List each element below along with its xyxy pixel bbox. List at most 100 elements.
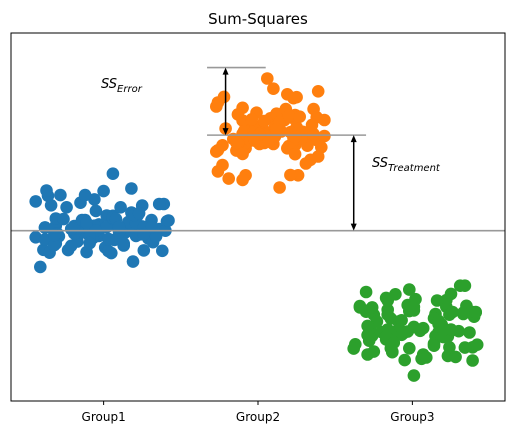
point-group2-45 [222, 172, 235, 185]
point-group2-98 [287, 91, 300, 105]
point-group3-90 [387, 336, 401, 350]
point-group1-60 [34, 260, 47, 274]
point-group3-95 [463, 326, 476, 339]
point-group1-30 [106, 167, 120, 180]
ss-arrows [222, 67, 357, 231]
point-group2-58 [267, 82, 280, 95]
point-group2-43 [311, 85, 325, 98]
point-group3-23 [458, 341, 472, 354]
point-group3-61 [470, 338, 484, 352]
point-group1-25 [44, 199, 58, 212]
point-group2-84 [270, 122, 283, 136]
point-group3-77 [413, 324, 427, 338]
point-group3-46 [403, 283, 416, 296]
point-group1-74 [102, 232, 115, 246]
point-group2-36 [211, 165, 225, 178]
point-group3-91 [466, 354, 479, 367]
x-tick-label-2: Group2 [236, 410, 280, 424]
point-group1-86 [80, 216, 93, 230]
point-group3-54 [359, 285, 373, 299]
reference-lines [11, 66, 505, 232]
point-group3-78 [457, 307, 470, 321]
ss-treatment-arrow-head-bottom [350, 223, 357, 231]
point-group2-91 [311, 150, 325, 163]
point-group2-93 [293, 110, 307, 123]
point-group3-97 [427, 339, 441, 353]
point-group2-65 [262, 135, 276, 148]
ss-error-arrow-head-bottom [222, 128, 229, 136]
ss-error-arrow-head-top [222, 67, 229, 75]
ss-treatment-arrow-head-top [350, 135, 357, 143]
point-group3-84 [449, 350, 462, 364]
point-group2-52 [257, 114, 271, 128]
ss-error-arrow [222, 67, 229, 136]
point-group2-97 [288, 130, 302, 144]
point-group3-87 [469, 306, 483, 319]
point-group1-94 [47, 228, 61, 242]
point-group2-99 [245, 113, 259, 126]
ss-treatment-label: SSTreatment [372, 156, 441, 174]
point-group3-20 [444, 287, 458, 301]
point-group3-67 [386, 345, 399, 359]
point-group2-82 [211, 144, 225, 157]
point-group1-27 [60, 201, 73, 214]
point-group1-19 [125, 182, 138, 195]
point-group3-42 [403, 342, 416, 355]
point-group1-84 [64, 222, 78, 236]
point-group1-44 [114, 201, 127, 214]
point-group3-89 [407, 300, 421, 314]
ss-annotations: SSError SSTreatment [101, 77, 441, 174]
point-group2-71 [273, 181, 286, 194]
point-group2-80 [318, 113, 331, 127]
point-group1-61 [40, 184, 53, 197]
point-group2-75 [231, 108, 245, 121]
point-group3-65 [446, 305, 459, 319]
point-group3-94 [361, 328, 374, 342]
x-tick-label-3: Group3 [390, 410, 434, 424]
point-group3-30 [430, 294, 444, 307]
point-group1-79 [132, 206, 146, 220]
point-group3-82 [395, 314, 408, 327]
ss-error-label: SSError [101, 77, 143, 95]
point-group1-97 [117, 237, 130, 250]
point-group1-47 [29, 195, 42, 208]
point-group2-92 [230, 136, 243, 149]
point-group1-89 [57, 212, 70, 226]
x-tick-label-1: Group1 [82, 410, 126, 424]
point-group2-94 [247, 130, 260, 144]
point-group1-1 [54, 188, 67, 202]
point-group1-87 [162, 214, 175, 227]
point-group1-90 [47, 238, 61, 252]
point-group2-76 [299, 157, 313, 170]
point-group3-99 [361, 319, 374, 333]
point-group3-40 [361, 348, 374, 361]
point-group3-88 [401, 325, 415, 338]
point-group2-89 [282, 109, 296, 122]
point-group2-51 [236, 147, 249, 161]
point-group3-74 [381, 294, 395, 307]
point-group3-79 [458, 279, 472, 293]
point-group2-77 [305, 118, 319, 132]
point-group2-53 [236, 173, 249, 187]
point-group3-35 [347, 342, 361, 355]
point-group3-55 [398, 353, 412, 367]
x-axis-ticks: Group1 Group2 Group3 [82, 401, 434, 424]
point-group1-62 [137, 244, 151, 257]
point-group3-70 [384, 312, 398, 325]
point-group1-56 [102, 244, 115, 258]
point-group3-49 [353, 299, 367, 313]
point-group1-51 [64, 239, 78, 253]
point-group1-91 [152, 197, 166, 211]
point-group3-81 [420, 351, 433, 364]
point-group1-95 [126, 255, 140, 268]
point-group3-64 [365, 301, 379, 314]
point-group2-56 [261, 72, 274, 85]
point-group3-86 [432, 314, 445, 328]
plot-frame [10, 32, 506, 402]
point-group3-0 [407, 369, 421, 382]
point-group1-13 [89, 204, 103, 218]
point-group1-99 [83, 236, 96, 250]
chart-title: Sum-Squares [208, 10, 308, 28]
point-group2-60 [318, 129, 331, 143]
